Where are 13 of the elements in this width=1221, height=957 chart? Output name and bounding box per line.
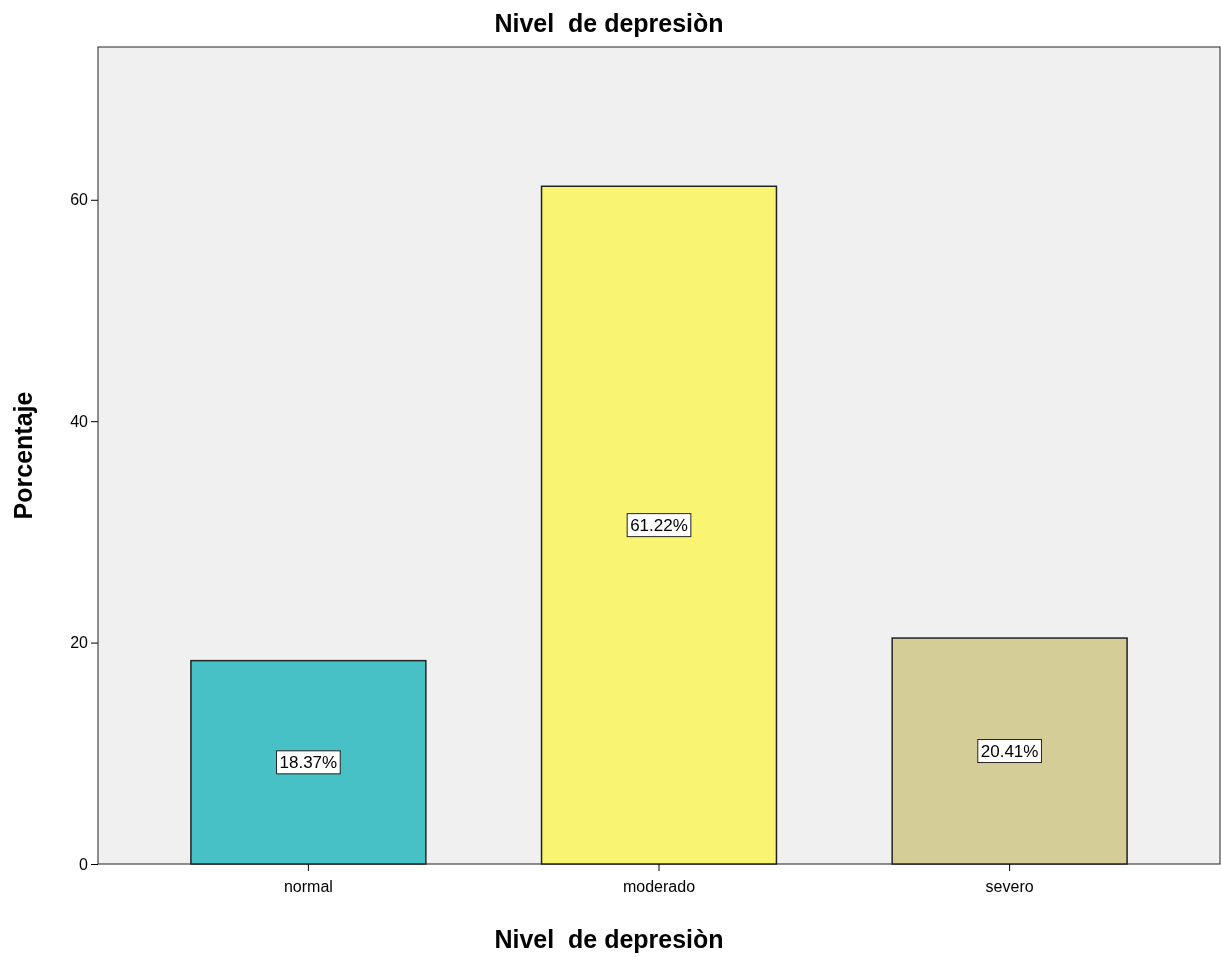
chart-title: Nivel de depresiòn: [494, 9, 724, 37]
data-label: 61.22%: [630, 515, 688, 535]
x-tick-label: severo: [985, 877, 1034, 895]
y-tick-label: 0: [79, 855, 89, 873]
x-tick-label: moderado: [622, 877, 696, 895]
data-label: 18.37%: [279, 752, 338, 772]
y-tick-label: 40: [70, 412, 89, 430]
y-tick-label: 20: [70, 634, 89, 652]
y-tick-label: 60: [70, 191, 89, 209]
x-tick-label: normal: [283, 877, 333, 895]
y-axis-title: Porcentaje: [9, 391, 37, 520]
x-axis-title: Nivel de depresiòn: [494, 925, 724, 953]
data-label: 20.41%: [980, 741, 1039, 761]
